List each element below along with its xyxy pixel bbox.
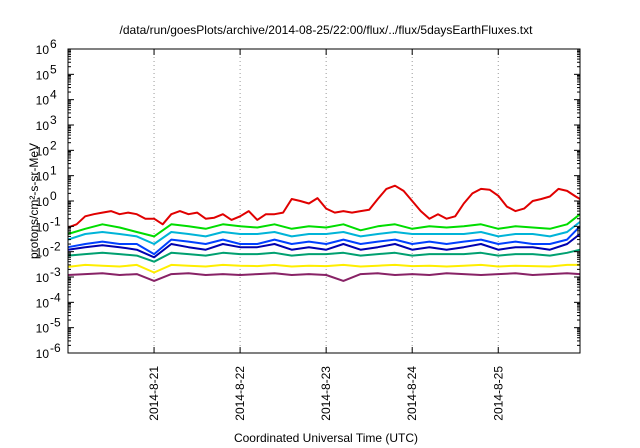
y-tick-label-base: 10 — [36, 322, 50, 336]
y-tick-label-base: 10 — [36, 170, 50, 184]
y-tick-label-base: 10 — [36, 144, 50, 158]
y-tick-label-base: 10 — [36, 119, 50, 133]
series-line-6 — [67, 248, 581, 263]
y-tick-label-exponent: -4 — [50, 290, 61, 304]
y-axis-label: protons/cm²-s-sr-MeV — [27, 143, 41, 259]
y-tick-label: 10 — [36, 68, 50, 82]
chart-title: /data/run/goesPlots/archive/2014-08-25/2… — [120, 23, 534, 37]
y-tick-label-exponent: -2 — [50, 240, 61, 254]
x-axis-label: Coordinated Universal Time (UTC) — [234, 431, 418, 445]
x-tick-label: 2014-8-25 — [491, 366, 505, 421]
series-group — [67, 184, 581, 282]
series-line-1 — [67, 184, 581, 229]
y-tick-label-exponent: 5 — [50, 62, 57, 76]
x-tick-label: 2014-8-23 — [319, 366, 333, 421]
series-line-3 — [67, 221, 581, 245]
x-axis: 2014-8-21 2014-8-22 2014-8-23 2014-8-24 2014… — [147, 49, 505, 421]
y-tick-label-base: 10 — [36, 68, 50, 82]
y-tick-label-base: 10 — [36, 347, 50, 361]
y-tick-label-exponent: 4 — [50, 88, 57, 102]
y-tick-label-base: 10 — [36, 246, 50, 260]
y-tick-label-exponent: -6 — [50, 341, 61, 355]
y-tick-label: 10 — [36, 43, 50, 57]
y-tick-label: 10 — [36, 347, 50, 361]
series-line-7 — [67, 263, 580, 274]
y-tick-label-base: 10 — [36, 43, 50, 57]
x-tick-label: 2014-8-24 — [405, 366, 419, 421]
y-tick-label: 10 — [36, 119, 50, 133]
y-tick-label-base: 10 — [36, 296, 50, 310]
y-tick-label-base: 10 — [36, 220, 50, 234]
series-line-8 — [67, 272, 581, 282]
y-tick-label-exponent: 2 — [50, 138, 57, 152]
x-tick-label: 2014-8-21 — [147, 366, 161, 421]
y-tick-label: 10 — [36, 220, 50, 234]
y-tick-label-exponent: -5 — [50, 316, 61, 330]
y-tick-label-exponent: 1 — [50, 164, 57, 178]
series-line-4 — [67, 225, 581, 256]
y-tick-label: 10 — [36, 296, 50, 310]
y-tick-label: 10 — [36, 271, 50, 285]
y-tick-label-base: 10 — [36, 94, 50, 108]
y-axis: 10 -610 -510 -410 -310 -210 -110 010 110 210 310 41… — [36, 37, 580, 361]
y-tick-label-base: 10 — [36, 195, 50, 209]
y-tick-label-exponent: -3 — [50, 265, 61, 279]
y-tick-label: 10 — [36, 144, 50, 158]
series-line-5 — [67, 233, 581, 259]
y-tick-label: 10 — [36, 94, 50, 108]
series-line-2 — [67, 213, 581, 238]
y-tick-label: 10 — [36, 246, 50, 260]
y-tick-label-exponent: 0 — [50, 189, 57, 203]
y-tick-label-exponent: 3 — [50, 113, 57, 127]
y-tick-label-exponent: -1 — [50, 214, 61, 228]
x-tick-label: 2014-8-22 — [233, 366, 247, 421]
y-tick-label-base: 10 — [36, 271, 50, 285]
y-tick-label: 10 — [36, 322, 50, 336]
y-tick-label: 10 — [36, 170, 50, 184]
y-tick-label-exponent: 6 — [50, 37, 57, 51]
y-tick-label: 10 — [36, 195, 50, 209]
grid — [153, 49, 499, 353]
